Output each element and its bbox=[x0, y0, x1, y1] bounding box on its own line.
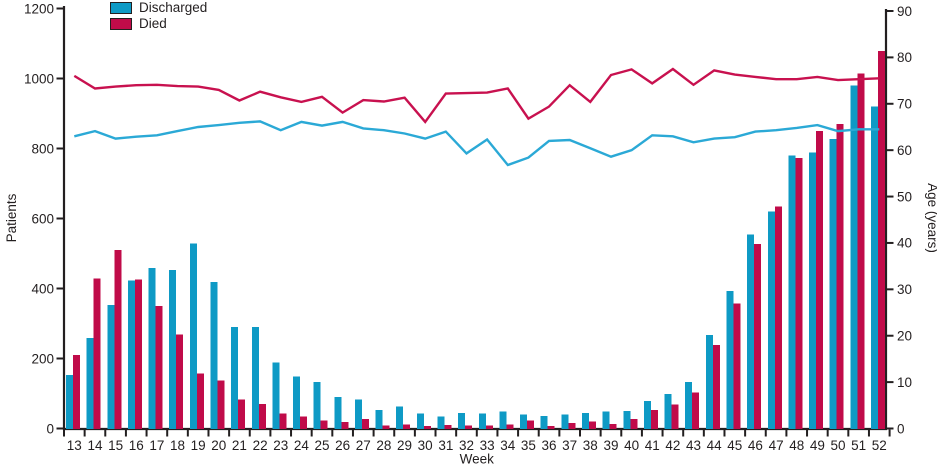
bars-discharged bbox=[66, 85, 878, 430]
line-discharged-mean-age- bbox=[74, 120, 880, 167]
svg-text:37: 37 bbox=[562, 438, 577, 453]
svg-text:46: 46 bbox=[748, 438, 763, 453]
x-axis-ticks: 13 14 15 16 17 18 19 20 21 22 23 24 25 26 27 28 29 30 31 32… bbox=[63, 429, 891, 453]
svg-text:25: 25 bbox=[314, 438, 329, 453]
svg-text:400: 400 bbox=[31, 281, 54, 296]
svg-text:1200: 1200 bbox=[24, 1, 54, 16]
legend-label-discharged: Discharged bbox=[139, 0, 208, 15]
svg-text:20: 20 bbox=[211, 438, 226, 453]
legend-item-discharged: Discharged bbox=[110, 1, 207, 14]
svg-text:70: 70 bbox=[897, 97, 912, 112]
x-axis-title: Week bbox=[460, 452, 495, 467]
svg-text:23: 23 bbox=[273, 438, 288, 453]
svg-text:15: 15 bbox=[108, 438, 123, 453]
svg-text:52: 52 bbox=[872, 438, 887, 453]
legend: Discharged Died bbox=[110, 1, 207, 30]
svg-text:32: 32 bbox=[459, 438, 474, 453]
svg-text:10: 10 bbox=[897, 375, 912, 390]
svg-text:34: 34 bbox=[500, 438, 516, 453]
svg-text:29: 29 bbox=[397, 438, 412, 453]
svg-text:49: 49 bbox=[810, 438, 825, 453]
svg-text:40: 40 bbox=[897, 236, 912, 251]
left-axis-title: Patients bbox=[4, 193, 19, 242]
legend-swatch-discharged-icon bbox=[110, 1, 132, 14]
svg-text:35: 35 bbox=[521, 438, 536, 453]
svg-text:21: 21 bbox=[232, 438, 247, 453]
svg-text:48: 48 bbox=[789, 438, 804, 453]
svg-text:42: 42 bbox=[665, 438, 680, 453]
axis-titles: Patients Age (years) Week bbox=[4, 183, 937, 466]
bars-died bbox=[73, 51, 885, 430]
svg-text:19: 19 bbox=[191, 438, 206, 453]
svg-text:0: 0 bbox=[46, 421, 54, 436]
svg-text:13: 13 bbox=[67, 438, 82, 453]
svg-text:600: 600 bbox=[31, 211, 54, 226]
svg-text:24: 24 bbox=[294, 438, 310, 453]
svg-text:16: 16 bbox=[129, 438, 144, 453]
right-axis-title: Age (years) bbox=[925, 183, 937, 253]
svg-text:51: 51 bbox=[851, 438, 866, 453]
legend-label-died: Died bbox=[139, 16, 167, 31]
svg-text:27: 27 bbox=[356, 438, 371, 453]
axes bbox=[62, 6, 888, 431]
svg-text:40: 40 bbox=[624, 438, 639, 453]
svg-text:90: 90 bbox=[897, 4, 912, 19]
svg-text:28: 28 bbox=[376, 438, 391, 453]
svg-text:50: 50 bbox=[897, 189, 912, 204]
svg-text:17: 17 bbox=[149, 438, 164, 453]
svg-text:30: 30 bbox=[897, 282, 912, 297]
svg-text:14: 14 bbox=[87, 438, 103, 453]
svg-text:31: 31 bbox=[438, 438, 453, 453]
svg-text:33: 33 bbox=[480, 438, 495, 453]
svg-text:45: 45 bbox=[727, 438, 742, 453]
svg-text:22: 22 bbox=[253, 438, 268, 453]
svg-text:50: 50 bbox=[830, 438, 845, 453]
left-axis-ticks: 0 200 400 600 800 1000 1200 bbox=[24, 1, 63, 436]
svg-text:80: 80 bbox=[897, 50, 912, 65]
svg-text:39: 39 bbox=[603, 438, 618, 453]
svg-text:20: 20 bbox=[897, 329, 912, 344]
svg-text:60: 60 bbox=[897, 143, 912, 158]
svg-text:26: 26 bbox=[335, 438, 350, 453]
svg-text:18: 18 bbox=[170, 438, 185, 453]
svg-text:800: 800 bbox=[31, 141, 54, 156]
right-axis-ticks: 0 10 20 30 40 50 60 70 80 90 bbox=[887, 4, 912, 436]
svg-text:36: 36 bbox=[542, 438, 557, 453]
svg-text:0: 0 bbox=[897, 421, 905, 436]
svg-text:30: 30 bbox=[418, 438, 433, 453]
svg-text:41: 41 bbox=[645, 438, 660, 453]
svg-text:1000: 1000 bbox=[24, 71, 54, 86]
svg-text:47: 47 bbox=[769, 438, 784, 453]
svg-text:38: 38 bbox=[583, 438, 598, 453]
legend-item-died: Died bbox=[110, 17, 207, 30]
line-died-mean-age- bbox=[73, 67, 880, 124]
legend-swatch-died-icon bbox=[110, 17, 132, 30]
svg-text:44: 44 bbox=[707, 438, 723, 453]
svg-text:43: 43 bbox=[686, 438, 701, 453]
svg-text:200: 200 bbox=[31, 351, 54, 366]
